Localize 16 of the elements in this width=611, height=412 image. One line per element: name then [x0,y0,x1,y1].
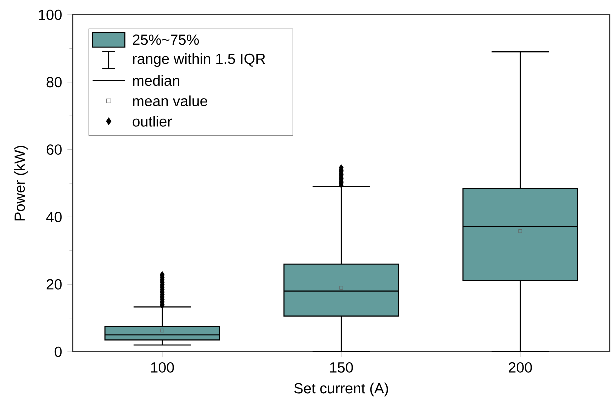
x-axis-title: Set current (A) [294,382,388,397]
annotation: range within 1.5 IQR [133,53,266,68]
y-tick-label: 20 [46,279,62,290]
annotation: median [133,75,180,86]
annotation: outlier [132,116,172,127]
annotation: mean value [133,96,208,106]
x-tick-label: 150 [330,362,354,373]
y-axis-title: Power (kW) [14,146,28,221]
legend-label: 25%~75% [133,34,200,46]
y-tick-label: 60 [46,144,62,155]
x-tick-label: 100 [151,362,174,373]
y-tick-label: 100 [39,10,62,20]
y-tick-label: 40 [46,212,62,222]
y-tick-label: 0 [54,346,62,358]
y-tick-label: 80 [46,77,62,88]
x-tick-label: 200 [508,362,532,373]
